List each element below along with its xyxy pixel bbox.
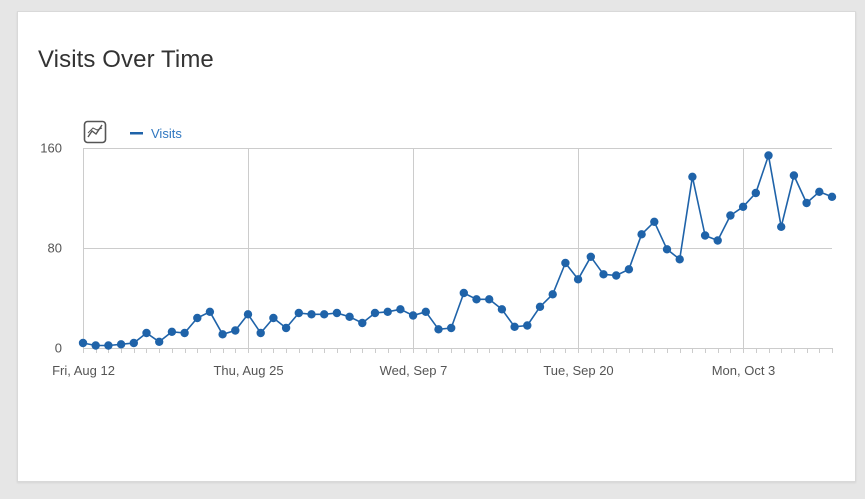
visits-data-point[interactable] [434, 325, 443, 334]
visits-data-point[interactable] [586, 252, 595, 261]
visits-data-point[interactable] [573, 275, 583, 284]
visits-data-point[interactable] [91, 341, 100, 350]
visits-data-point[interactable] [408, 311, 418, 320]
x-tick-label-0: Fri, Aug 12 [52, 363, 115, 378]
visits-data-point[interactable] [396, 305, 405, 314]
visits-data-point[interactable] [180, 328, 189, 338]
visits-data-point[interactable] [142, 328, 151, 338]
visits-data-point[interactable] [78, 338, 88, 348]
visits-data-point[interactable] [700, 231, 710, 240]
visits-data-point[interactable] [421, 307, 430, 316]
visits-data-point[interactable] [243, 310, 253, 319]
visits-data-point[interactable] [167, 327, 177, 336]
visits-data-point[interactable] [155, 337, 164, 346]
visits-data-point[interactable] [764, 151, 773, 160]
visits-data-point[interactable] [662, 245, 672, 254]
visits-data-point[interactable] [777, 222, 786, 231]
visits-data-point[interactable] [713, 236, 722, 245]
visits-data-point[interactable] [738, 202, 748, 211]
visits-data-point[interactable] [345, 312, 354, 321]
visits-data-point[interactable] [256, 328, 265, 338]
visits-data-point[interactable] [535, 302, 545, 311]
visits-data-point[interactable] [116, 340, 126, 349]
visits-data-point[interactable] [726, 211, 735, 220]
widget-title: Visits Over Time [38, 46, 214, 73]
visits-data-point[interactable] [231, 326, 240, 335]
visits-data-point[interactable] [510, 322, 519, 331]
visits-data-point[interactable] [827, 192, 837, 201]
visits-data-point[interactable] [485, 295, 494, 304]
visits-chart: Visits 0 80 160 Fri, Aug 12 Thu, Aug 25 Wed, … [40, 120, 837, 379]
legend-series-label: Visits [151, 126, 182, 141]
visits-data-point[interactable] [472, 295, 481, 304]
series-layer [78, 151, 837, 350]
visits-data-point[interactable] [193, 313, 202, 323]
visits-data-point[interactable] [447, 323, 456, 333]
y-tick-label-160: 160 [40, 141, 62, 156]
visits-data-point[interactable] [459, 288, 468, 298]
visits-data-point[interactable] [561, 258, 570, 268]
visits-data-point[interactable] [370, 308, 380, 318]
visits-data-point[interactable] [650, 217, 659, 226]
visits-data-point[interactable] [688, 172, 697, 181]
legend-series-swatch [130, 132, 143, 135]
x-tick-label-3: Tue, Sep 20 [543, 363, 613, 378]
visits-data-point[interactable] [497, 305, 507, 314]
visits-over-time-widget: Visits Over Time Visits 0 80 160 Fri, Aug 1… [17, 11, 856, 482]
x-tick-label-1: Thu, Aug 25 [213, 363, 283, 378]
y-tick-label-0: 0 [55, 341, 62, 356]
visits-data-point[interactable] [599, 270, 608, 279]
visits-data-point[interactable] [294, 308, 303, 318]
visits-data-point[interactable] [269, 313, 278, 323]
visits-data-point[interactable] [637, 230, 646, 239]
x-tick-label-4: Mon, Oct 3 [712, 363, 776, 378]
visits-data-point[interactable] [675, 255, 684, 264]
visits-data-point[interactable] [612, 271, 621, 280]
line-chart-toggle-icon[interactable] [83, 120, 107, 144]
visits-data-point[interactable] [320, 310, 329, 319]
visits-data-point[interactable] [205, 307, 215, 316]
legend[interactable]: Visits [130, 126, 182, 141]
x-tick-label-2: Wed, Sep 7 [380, 363, 448, 378]
visits-data-point[interactable] [307, 310, 316, 319]
visits-data-point[interactable] [383, 307, 392, 316]
visits-data-point[interactable] [523, 321, 532, 330]
visits-data-point[interactable] [281, 323, 291, 333]
visits-data-point[interactable] [548, 290, 557, 299]
visits-data-point[interactable] [789, 171, 799, 180]
y-tick-label-80: 80 [48, 241, 62, 256]
visits-data-point[interactable] [802, 198, 811, 208]
visits-data-point[interactable] [104, 341, 113, 350]
visits-data-point[interactable] [129, 338, 138, 348]
visits-data-point[interactable] [358, 318, 367, 328]
grid-layer [83, 148, 833, 353]
visits-data-point[interactable] [624, 265, 634, 274]
visits-data-point[interactable] [751, 188, 760, 198]
visits-data-point[interactable] [218, 330, 227, 339]
visits-data-point[interactable] [815, 187, 824, 196]
visits-data-point[interactable] [332, 308, 342, 318]
axis-labels: 0 80 160 Fri, Aug 12 Thu, Aug 25 Wed, Sep 7 Tu… [40, 141, 775, 379]
